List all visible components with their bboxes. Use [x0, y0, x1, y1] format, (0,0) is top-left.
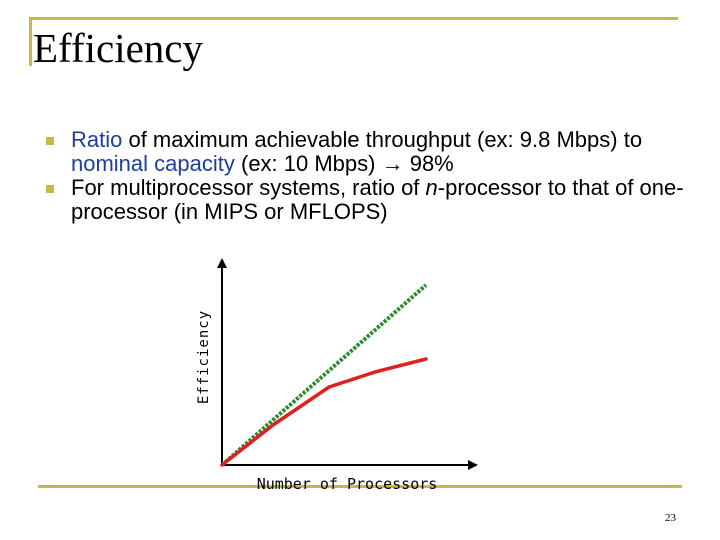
slide-frame-bottom-rule — [38, 485, 682, 488]
slide-frame-top-rule — [29, 17, 678, 20]
y-axis-arrowhead — [217, 258, 227, 268]
bullet-text: of maximum achievable throughput (ex: 9.… — [122, 127, 643, 152]
arrow-right-icon: → — [381, 151, 404, 176]
slide-frame-left-rule — [29, 17, 32, 66]
bullet-text: For multiprocessor systems, ratio of — [71, 175, 426, 200]
y-axis-label: Efficiency — [196, 310, 212, 404]
ideal-efficiency-line — [220, 283, 428, 467]
page-number: 23 — [665, 512, 676, 524]
bullet-marker — [46, 185, 54, 193]
x-axis-arrowhead — [468, 460, 478, 470]
bullet-item-efficiency-ratio: Ratio of maximum achievable throughput (… — [46, 128, 686, 176]
bullet-marker — [46, 137, 54, 145]
bullet-list: Ratio of maximum achievable throughput (… — [46, 128, 686, 224]
bullet-item-multiprocessor: For multiprocessor systems, ratio of n-p… — [46, 176, 686, 224]
bullet-text: (ex: 10 Mbps) — [234, 151, 382, 176]
actual-efficiency-line — [220, 357, 428, 467]
bullet-text: 98% — [403, 151, 454, 176]
bullet-text-n-variable: n — [425, 175, 438, 200]
bullet-text: -processor to that of one-processor (in … — [71, 175, 684, 224]
bullet-text-nominal-capacity-term: nominal capacity — [71, 151, 235, 176]
slide-title: Efficiency — [33, 25, 203, 71]
bullet-text-ratio-term: Ratio — [71, 127, 123, 152]
x-axis-label: Number of Processors — [257, 475, 438, 493]
